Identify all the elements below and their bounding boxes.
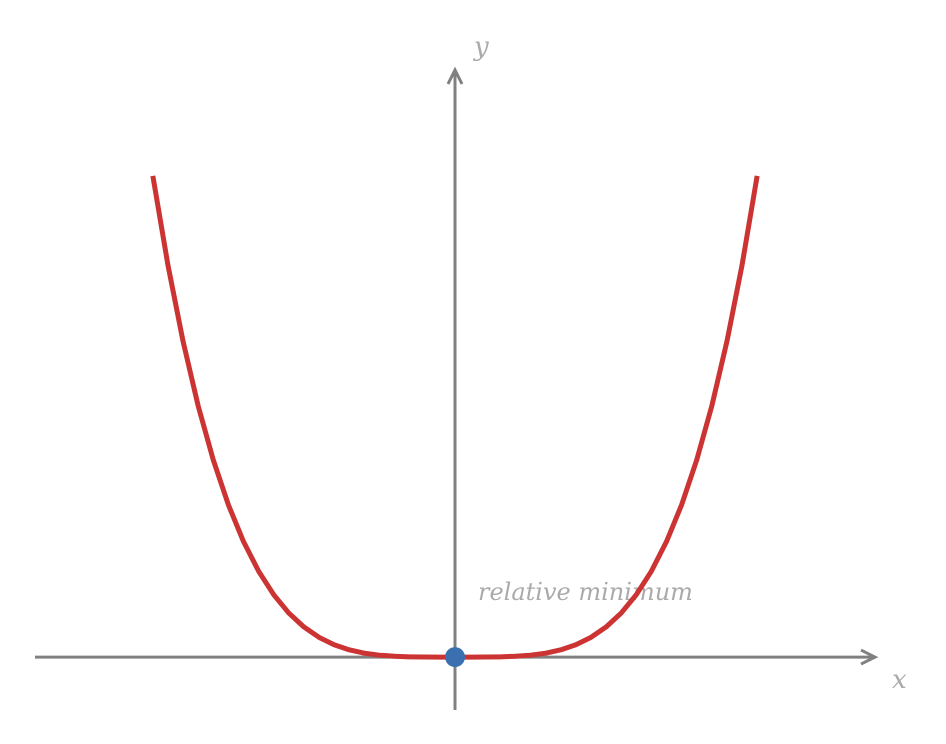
y-axis-label: y xyxy=(473,32,489,62)
x-axis-arrow xyxy=(860,648,879,666)
y-axis-arrow xyxy=(446,66,464,85)
x-axis-label: x xyxy=(892,665,907,695)
annotation: relative minimum xyxy=(478,578,693,606)
minimum-point xyxy=(445,647,465,668)
